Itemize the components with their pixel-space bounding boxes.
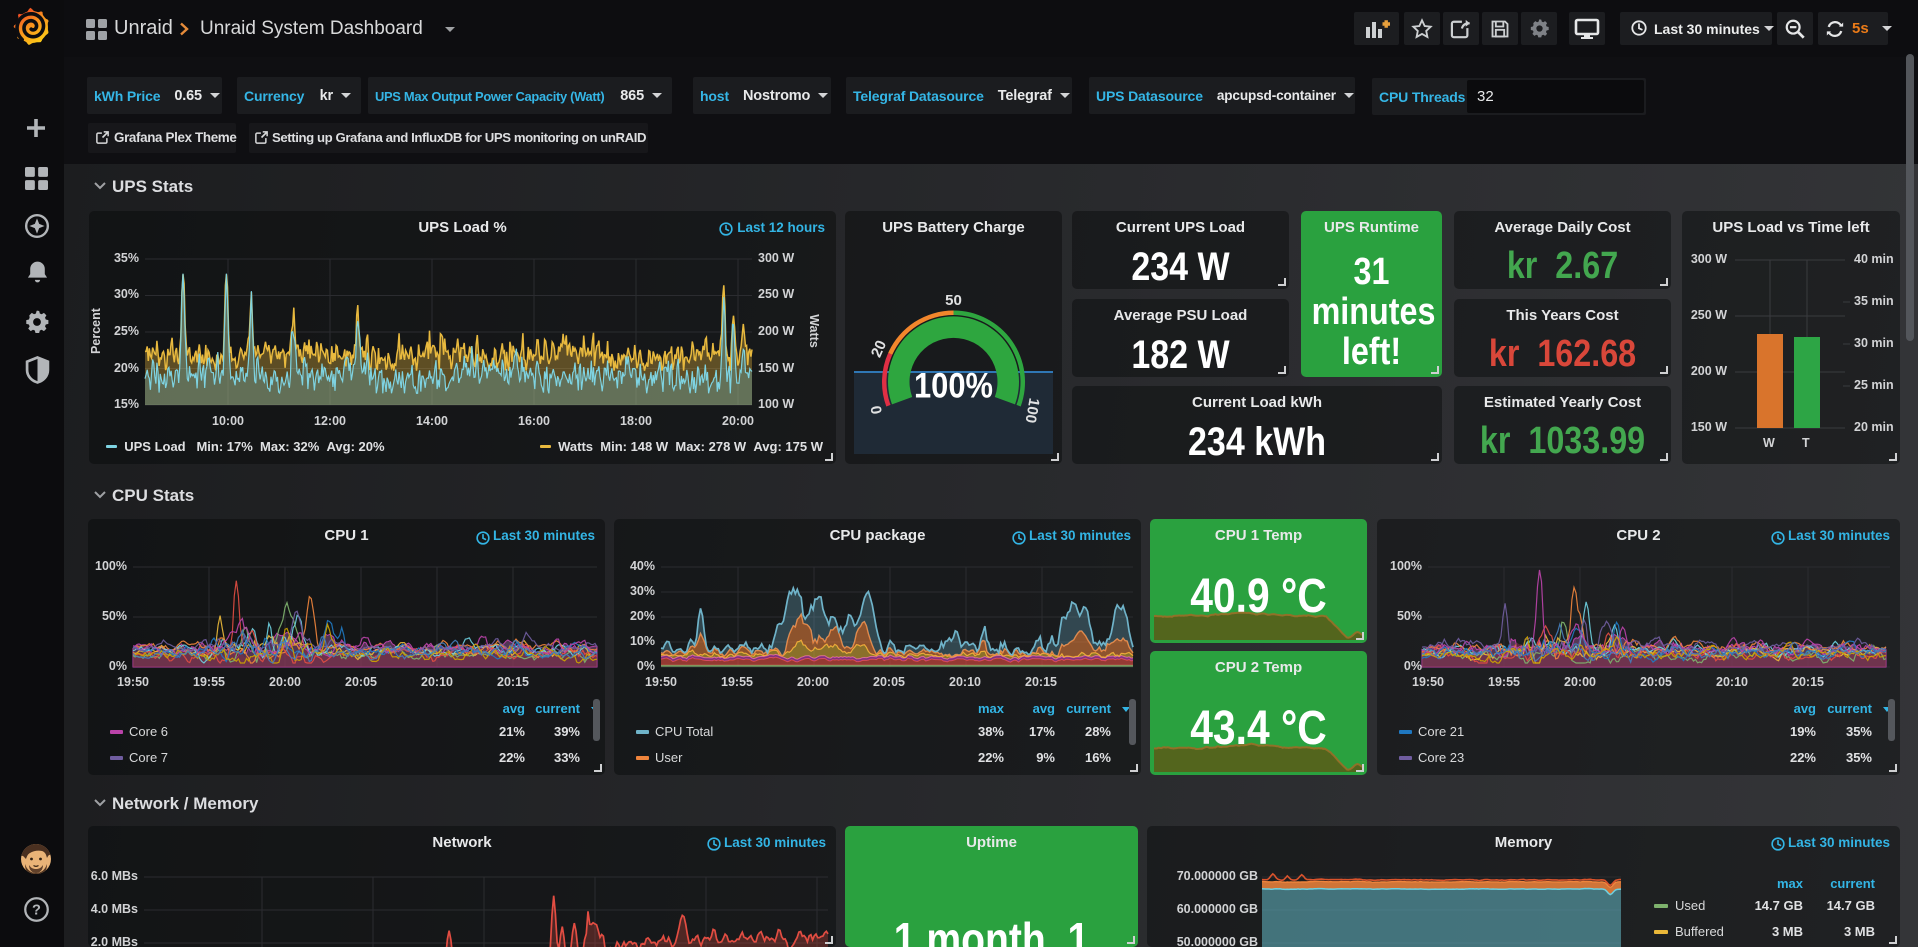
svg-text:?: ?	[32, 903, 41, 919]
svg-text:50: 50	[945, 292, 962, 309]
svg-text:100: 100	[1021, 397, 1042, 425]
svg-text:100%: 100%	[914, 366, 993, 405]
svg-text:20: 20	[868, 338, 890, 360]
svg-text:0: 0	[868, 404, 886, 415]
